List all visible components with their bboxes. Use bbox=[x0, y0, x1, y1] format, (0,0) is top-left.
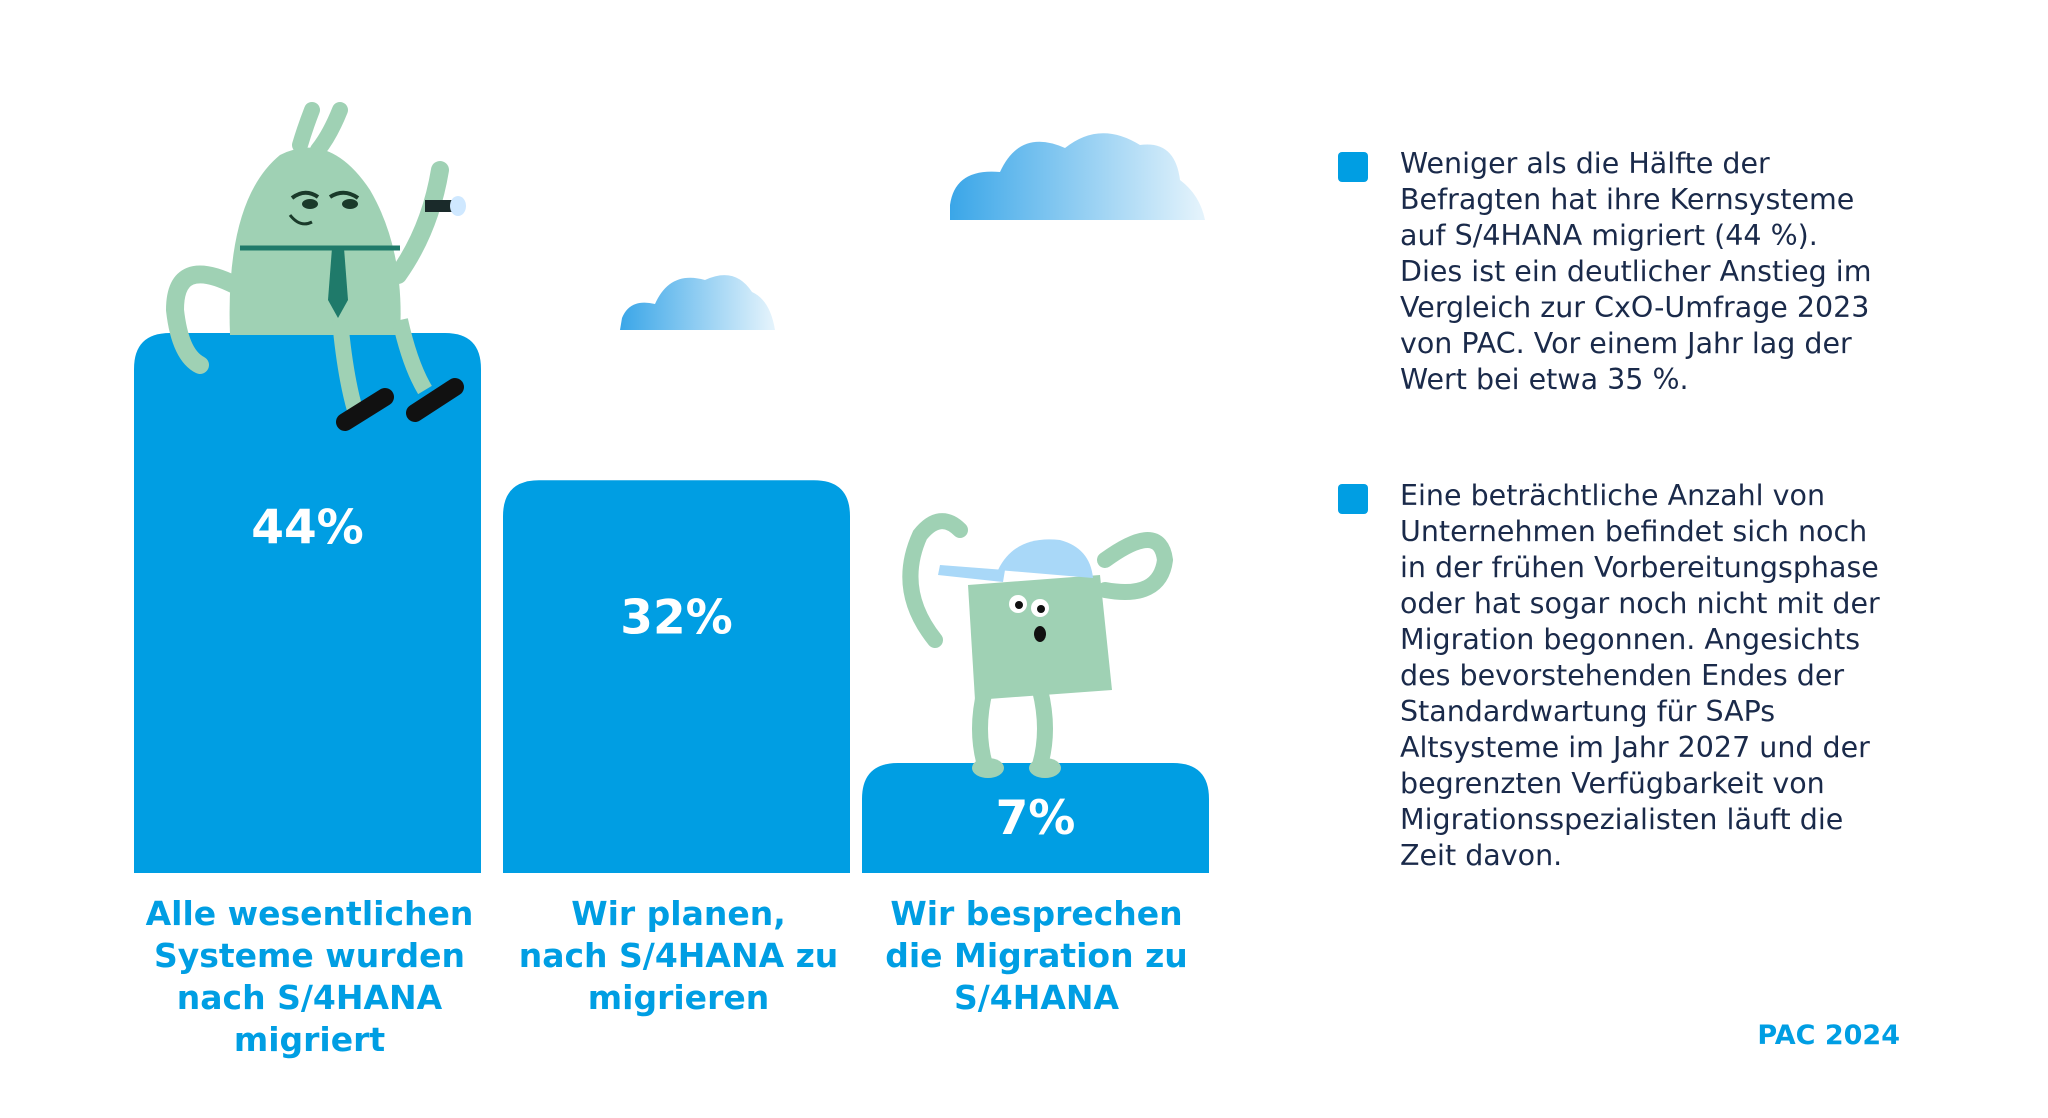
bullet-line: Vergleich zur CxO-Umfrage 2023 bbox=[1400, 291, 1870, 324]
green-character-sitting-icon bbox=[165, 102, 466, 431]
bullet-line: Eine beträchtliche Anzahl von bbox=[1400, 479, 1826, 512]
category-label-line: migriert bbox=[233, 1020, 386, 1059]
bar-value-label-1: 44% bbox=[251, 501, 364, 556]
bullet-text-2: Eine beträchtliche Anzahl von Unternehme… bbox=[1400, 478, 1940, 874]
category-label-line: Wir planen, bbox=[571, 894, 786, 933]
bar-2 bbox=[503, 480, 850, 873]
category-label-2: Wir planen, nach S/4HANA zu migrieren bbox=[506, 893, 851, 1019]
bullet-line: Dies ist ein deutlicher Anstieg im bbox=[1400, 255, 1872, 288]
bar-3 bbox=[862, 763, 1209, 873]
bullet-line: Altsysteme im Jahr 2027 und der bbox=[1400, 731, 1870, 764]
bullet-line: auf S/4HANA migriert (44 %). bbox=[1400, 219, 1818, 252]
bullet-line: von PAC. Vor einem Jahr lag der bbox=[1400, 327, 1852, 360]
category-label-line: migrieren bbox=[587, 978, 770, 1017]
bullet-line: in der frühen Vorbereitungsphase bbox=[1400, 551, 1879, 584]
bar-value-label-2: 32% bbox=[620, 590, 733, 645]
category-label-line: S/4HANA bbox=[953, 978, 1120, 1017]
bar-value-label-3: 7% bbox=[996, 791, 1076, 846]
bullet-text-1: Weniger als die Hälfte der Befragten hat… bbox=[1400, 146, 1940, 398]
category-label-3: Wir besprechen die Migration zu S/4HANA bbox=[864, 893, 1209, 1019]
category-label-line: Alle wesentlichen bbox=[145, 894, 474, 933]
category-label-line: nach S/4HANA zu bbox=[518, 936, 839, 975]
category-label-1: Alle wesentlichen Systeme wurden nach S/… bbox=[137, 893, 482, 1061]
category-label-line: Systeme wurden bbox=[153, 936, 466, 975]
green-character-cap-icon bbox=[902, 513, 1174, 778]
cloud-small-icon bbox=[620, 275, 775, 330]
cloud-large-icon bbox=[950, 133, 1205, 220]
bullet-line: Unternehmen befindet sich noch bbox=[1400, 515, 1868, 548]
bullet-line: Befragten hat ihre Kernsysteme bbox=[1400, 183, 1855, 216]
bullet-line: Zeit davon. bbox=[1400, 839, 1563, 872]
source-label: PAC 2024 bbox=[1757, 1020, 1900, 1051]
bullet-marker-2 bbox=[1338, 484, 1368, 514]
category-label-line: Wir besprechen bbox=[890, 894, 1183, 933]
category-label-line: die Migration zu bbox=[885, 936, 1188, 975]
bullet-line: Migration begonnen. Angesichts bbox=[1400, 623, 1861, 656]
bullet-marker-1 bbox=[1338, 152, 1368, 182]
bullet-line: oder hat sogar noch nicht mit der bbox=[1400, 587, 1880, 620]
bar-1 bbox=[134, 333, 481, 873]
category-label-line: nach S/4HANA bbox=[176, 978, 443, 1017]
bullet-line: Wert bei etwa 35 %. bbox=[1400, 363, 1689, 396]
bullet-line: Weniger als die Hälfte der bbox=[1400, 147, 1770, 180]
bullet-line: des bevorstehenden Endes der bbox=[1400, 659, 1845, 692]
bullet-line: Standardwartung für SAPs bbox=[1400, 695, 1776, 728]
bullet-line: begrenzten Verfügbarkeit von bbox=[1400, 767, 1825, 800]
bullet-line: Migrationsspezialisten läuft die bbox=[1400, 803, 1844, 836]
